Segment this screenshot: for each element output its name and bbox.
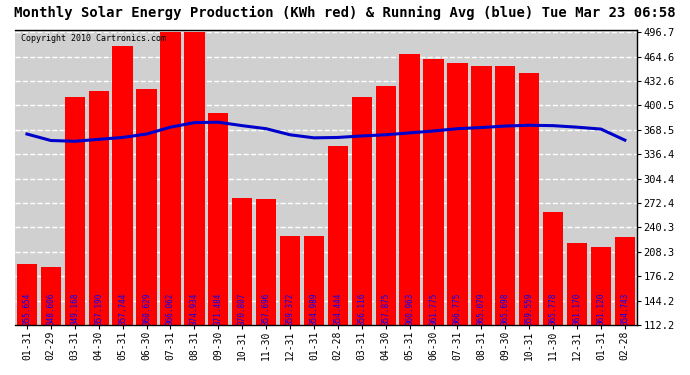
Text: 365.698: 365.698 <box>501 292 510 325</box>
Bar <box>232 198 253 325</box>
Text: 359.559: 359.559 <box>524 292 533 325</box>
Bar <box>17 264 37 325</box>
Text: 361.120: 361.120 <box>596 292 605 325</box>
Bar <box>591 247 611 325</box>
Text: 361.775: 361.775 <box>429 292 438 325</box>
Text: Copyright 2010 Cartronics.com: Copyright 2010 Cartronics.com <box>21 34 166 43</box>
Text: 354.743: 354.743 <box>620 292 629 325</box>
Text: 354.444: 354.444 <box>333 292 342 325</box>
Text: 365.778: 365.778 <box>549 292 558 325</box>
Text: 366.775: 366.775 <box>453 292 462 325</box>
Text: 359.372: 359.372 <box>286 292 295 325</box>
Bar <box>328 146 348 325</box>
Text: 357.875: 357.875 <box>381 292 390 325</box>
Bar <box>137 89 157 325</box>
Text: 374.934: 374.934 <box>190 292 199 325</box>
Text: 357.190: 357.190 <box>95 292 103 325</box>
Text: 360.629: 360.629 <box>142 292 151 325</box>
Text: 356.116: 356.116 <box>357 292 366 325</box>
Text: 371.484: 371.484 <box>214 292 223 325</box>
Bar <box>65 97 85 325</box>
Text: 355.654: 355.654 <box>23 292 32 325</box>
Bar <box>256 199 276 325</box>
Bar <box>495 66 515 325</box>
Bar <box>519 73 540 325</box>
Bar <box>543 213 563 325</box>
Text: 349.168: 349.168 <box>70 292 79 325</box>
Bar <box>112 46 132 325</box>
Bar <box>567 243 587 325</box>
Bar <box>471 66 491 325</box>
Bar <box>88 92 109 325</box>
Text: 357.744: 357.744 <box>118 292 127 325</box>
Bar <box>41 267 61 325</box>
Text: 360.963: 360.963 <box>405 292 414 325</box>
Bar <box>424 59 444 325</box>
Text: 357.696: 357.696 <box>262 292 270 325</box>
Bar <box>352 97 372 325</box>
Bar <box>447 63 468 325</box>
Bar <box>280 236 300 325</box>
Bar <box>400 54 420 325</box>
Text: 366.062: 366.062 <box>166 292 175 325</box>
Text: 354.989: 354.989 <box>309 292 319 325</box>
Text: 348.606: 348.606 <box>46 292 55 325</box>
Text: 365.079: 365.079 <box>477 292 486 325</box>
Bar <box>304 236 324 325</box>
Text: 361.170: 361.170 <box>573 292 582 325</box>
Bar <box>184 32 204 325</box>
Bar <box>615 237 635 325</box>
Bar <box>375 86 396 325</box>
Text: 370.807: 370.807 <box>237 292 247 325</box>
Bar <box>208 114 228 325</box>
Text: Monthly Solar Energy Production (KWh red) & Running Avg (blue) Tue Mar 23 06:58: Monthly Solar Energy Production (KWh red… <box>14 6 676 20</box>
Bar <box>160 32 181 325</box>
